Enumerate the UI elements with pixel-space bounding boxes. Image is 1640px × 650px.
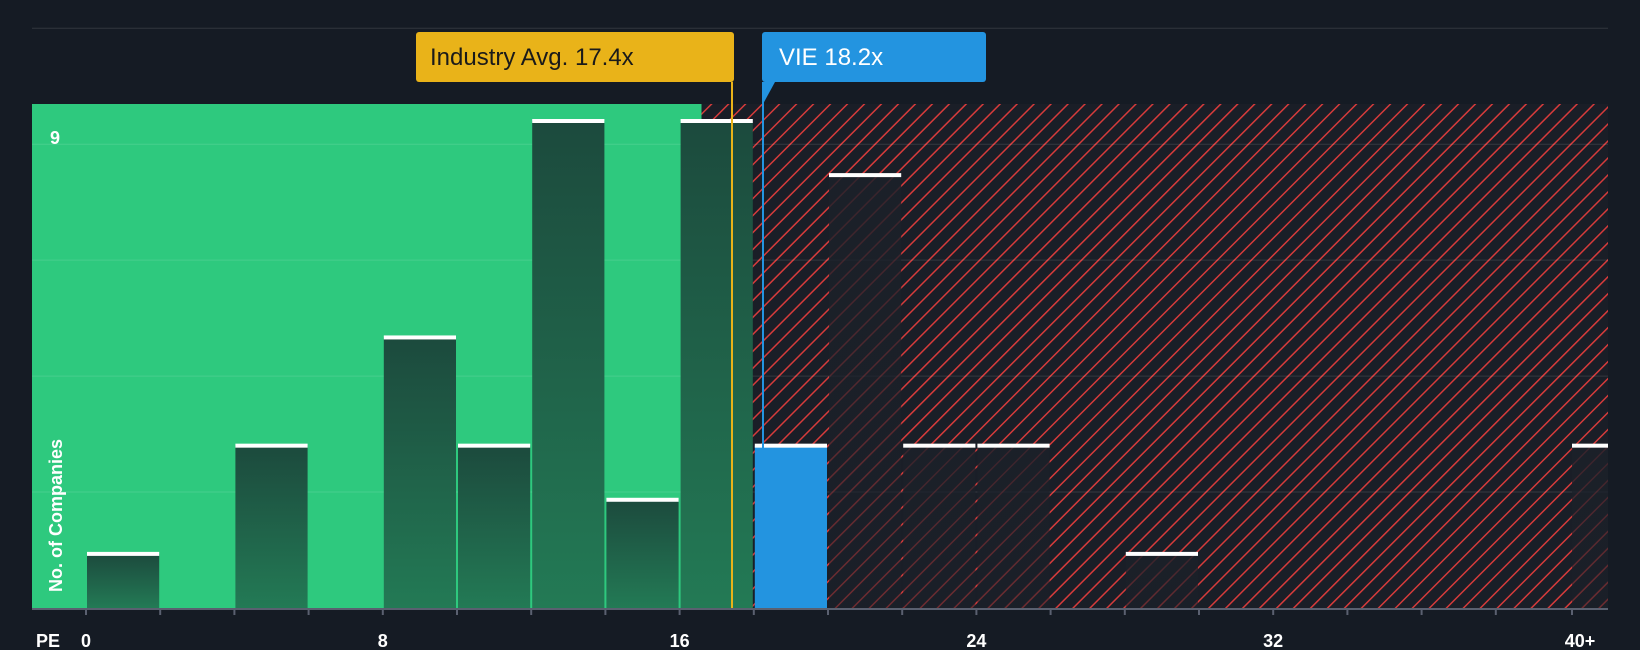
industry-avg-box <box>416 32 734 82</box>
histogram-bars <box>87 119 1608 608</box>
bar-0 <box>87 553 160 608</box>
bar-top-4 <box>235 443 308 448</box>
company-pointer <box>763 82 775 104</box>
y-axis-label: No. of Companies <box>46 439 66 592</box>
x-tick-label: 0 <box>81 631 91 650</box>
bar-top-14 <box>606 497 679 502</box>
bar-16 <box>680 121 753 608</box>
bar-top-28 <box>1125 551 1198 556</box>
bar-top-16 <box>680 119 753 123</box>
bar-8 <box>383 337 456 608</box>
bar-top-18 <box>754 443 827 448</box>
bar-14 <box>606 499 679 608</box>
bar-top-24 <box>977 443 1050 448</box>
marker-lines <box>731 82 764 608</box>
bar-28 <box>1125 553 1198 608</box>
x-tick-label: 8 <box>378 631 388 650</box>
x-tick-label: 32 <box>1263 631 1283 650</box>
bar-40 <box>1572 445 1608 608</box>
y-tick-label-max: 9 <box>50 128 60 148</box>
bar-top-40 <box>1572 443 1608 448</box>
company-callout: VIE 18.2x <box>762 32 986 104</box>
bar-top-12 <box>532 119 605 123</box>
x-axis-ticks: 0 8 16 24 32 40+ <box>81 609 1595 650</box>
x-tick-label: 24 <box>966 631 986 650</box>
industry-avg-label: Industry Avg. 17.4x <box>430 44 634 71</box>
x-tick-label: 40+ <box>1565 631 1596 650</box>
bar-top-0 <box>87 551 160 556</box>
bar-10 <box>458 445 531 608</box>
bar-top-8 <box>383 335 456 340</box>
x-axis-label: PE <box>36 631 60 650</box>
company-box <box>762 32 986 82</box>
bar-top-20 <box>829 173 902 178</box>
bar-18 <box>754 445 827 608</box>
bar-24 <box>977 445 1050 608</box>
bar-12 <box>532 121 605 608</box>
company-label: VIE 18.2x <box>779 44 883 71</box>
bar-20 <box>829 175 902 608</box>
x-tick-label: 16 <box>670 631 690 650</box>
bar-4 <box>235 445 308 608</box>
bar-22 <box>903 445 976 608</box>
bar-top-22 <box>903 443 976 448</box>
bar-top-10 <box>458 443 531 448</box>
industry-avg-callout: Industry Avg. 17.4x <box>416 32 734 82</box>
